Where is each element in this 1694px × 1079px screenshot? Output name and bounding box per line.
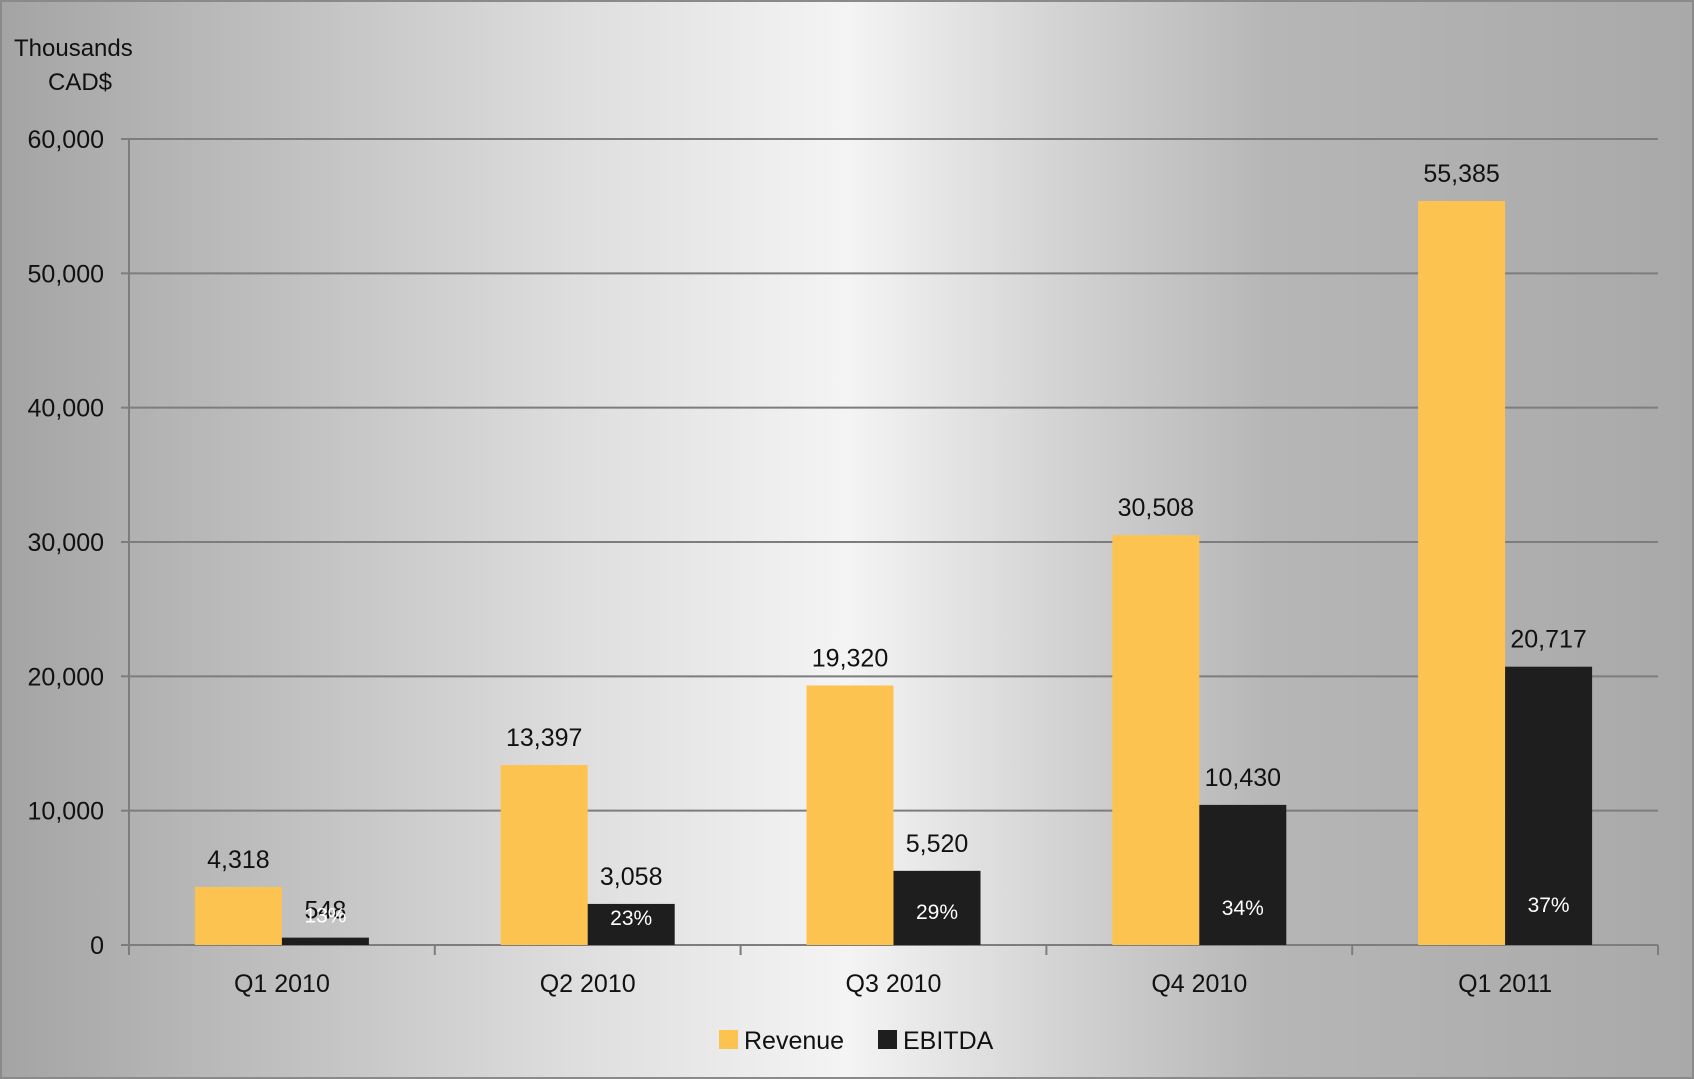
- y-tick-label: 50,000: [28, 260, 104, 288]
- axes: 0 10,000 20,000 30,000 40,000 50,000 60,000 Q1 …: [28, 126, 1659, 998]
- unit-label-line-1: Thousands: [14, 35, 133, 62]
- legend-swatch: [878, 1030, 897, 1049]
- ebitda-margin-label: 23%: [610, 907, 652, 930]
- ebitda-margin-label: 13%: [304, 905, 346, 928]
- bars: [194, 200, 1593, 946]
- bar-ebitda: [1505, 666, 1593, 945]
- x-tick-label: Q4 2010: [1151, 970, 1247, 998]
- legend: Revenue EBITDA: [719, 1027, 994, 1055]
- ebitda-margin-label: 34%: [1222, 897, 1264, 920]
- data-label-revenue: 30,508: [1118, 494, 1194, 522]
- y-tick-label: 60,000: [28, 126, 104, 154]
- data-label-ebitda: 10,430: [1205, 764, 1281, 792]
- data-label-ebitda: 5,520: [906, 830, 969, 858]
- bar-ebitda: [587, 903, 675, 945]
- bar-revenue: [1112, 535, 1200, 945]
- bar-revenue: [1418, 200, 1506, 946]
- y-tick-label: 30,000: [28, 529, 104, 557]
- data-label-revenue: 19,320: [812, 644, 888, 672]
- data-label-revenue: 4,318: [207, 846, 270, 874]
- x-tick-label: Q1 2010: [234, 970, 330, 998]
- bar-ebitda: [1199, 804, 1287, 945]
- ebitda-margin-label: 37%: [1528, 894, 1570, 917]
- data-label-ebitda: 3,058: [600, 863, 663, 891]
- gridlines: [129, 138, 1658, 812]
- bar-ebitda: [893, 870, 981, 945]
- bar-revenue: [500, 765, 588, 945]
- legend-swatch: [719, 1030, 738, 1049]
- data-label-ebitda: 548: [305, 897, 347, 925]
- x-tick-label: Q1 2011: [1458, 970, 1552, 998]
- legend-label: EBITDA: [903, 1027, 994, 1055]
- ebitda-margin-label: 29%: [916, 901, 958, 924]
- x-tick-label: Q3 2010: [846, 970, 942, 998]
- legend-item-revenue: Revenue: [719, 1027, 844, 1055]
- legend-item-ebitda: EBITDA: [878, 1027, 994, 1055]
- bar-ebitda: [281, 937, 369, 945]
- legend-label: Revenue: [744, 1027, 844, 1055]
- data-label-revenue: 13,397: [506, 724, 582, 752]
- data-label-revenue: 55,385: [1423, 160, 1499, 188]
- bar-revenue: [806, 685, 894, 945]
- bar-revenue: [194, 886, 282, 945]
- unit-label-line-2: CAD$: [48, 69, 112, 96]
- y-tick-label: 40,000: [28, 395, 104, 423]
- y-unit-label: Thousands CAD$: [14, 35, 133, 96]
- y-tick-label: 20,000: [28, 663, 104, 691]
- x-tick-label: Q2 2010: [540, 970, 636, 998]
- y-tick-label: 10,000: [28, 798, 104, 826]
- data-label-ebitda: 20,717: [1510, 626, 1586, 654]
- y-tick-label: 0: [90, 932, 104, 960]
